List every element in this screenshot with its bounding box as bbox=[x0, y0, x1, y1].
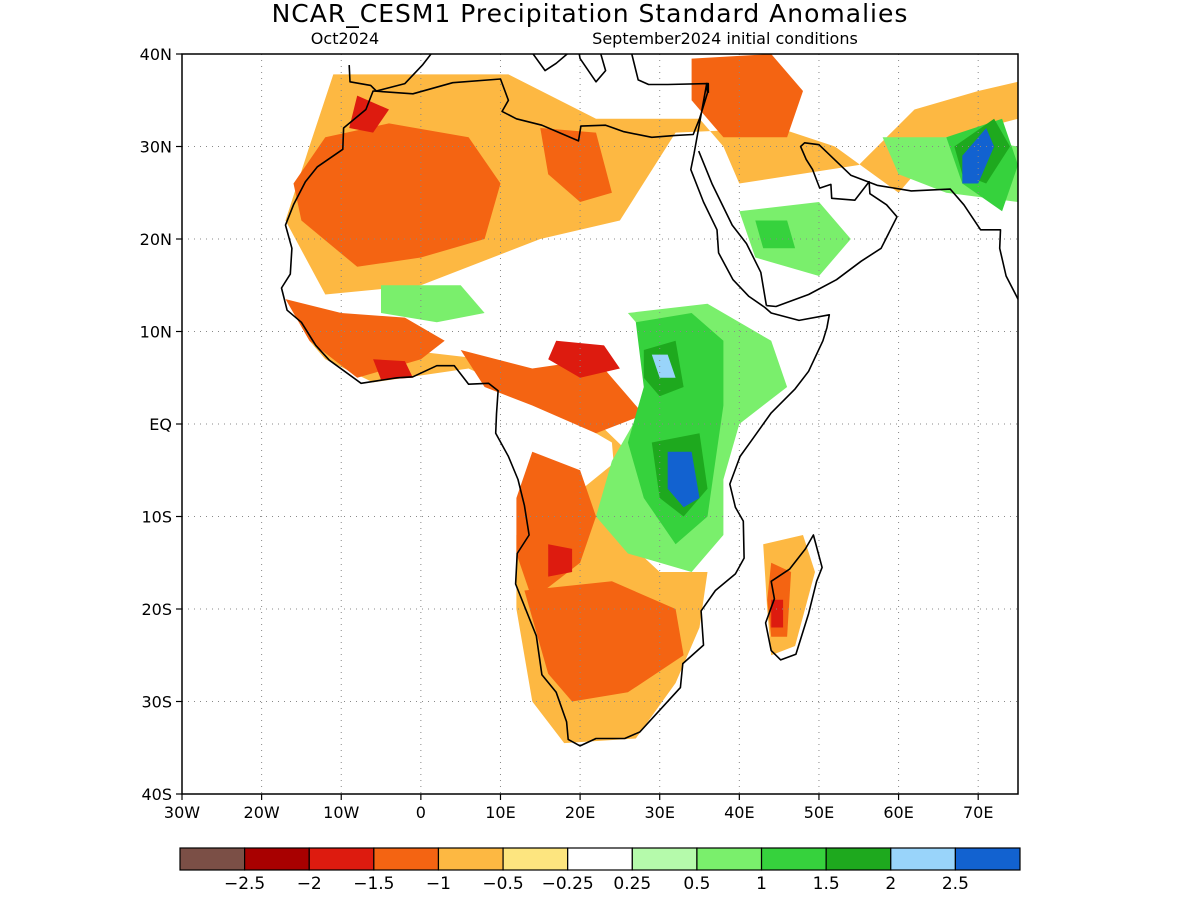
lon-tick-label: 40E bbox=[724, 803, 754, 822]
colorbar-label: −1 bbox=[426, 874, 451, 894]
colorbar bbox=[179, 847, 1021, 871]
colorbar-label: 2 bbox=[885, 874, 896, 894]
africa-coastline bbox=[280, 78, 831, 747]
colorbar-label: −2.5 bbox=[224, 874, 265, 894]
colorbar-label: −0.5 bbox=[482, 874, 523, 894]
lon-tick-label: 60E bbox=[883, 803, 913, 822]
lon-tick-label: 70E bbox=[963, 803, 993, 822]
lon-tick-label: 30W bbox=[164, 803, 200, 822]
lat-tick-label: 30S bbox=[141, 693, 172, 712]
initial-conditions-label: September2024 initial conditions bbox=[592, 29, 858, 48]
colorbar-label: 1 bbox=[756, 874, 767, 894]
colorbar-swatch-4 bbox=[437, 847, 504, 871]
europe-coastline bbox=[348, 54, 710, 93]
lon-tick-label: 50E bbox=[804, 803, 834, 822]
colorbar-swatch-7 bbox=[631, 847, 698, 871]
anomaly-region-27 bbox=[962, 128, 995, 184]
anomaly-region-17 bbox=[381, 285, 485, 323]
anomaly-region-14 bbox=[373, 359, 413, 380]
colorbar-label: 1.5 bbox=[813, 874, 840, 894]
coastlines-layer bbox=[280, 54, 1018, 747]
colorbar-swatch-1 bbox=[244, 847, 310, 871]
colorbar-label: 2.5 bbox=[942, 874, 969, 894]
anomaly-region-26 bbox=[667, 451, 700, 508]
colorbar-swatch-3 bbox=[373, 847, 440, 871]
arabia-asia-coastline bbox=[766, 142, 1018, 308]
anomaly-region-11 bbox=[349, 95, 389, 133]
lon-tick-label: 30E bbox=[644, 803, 674, 822]
anomaly-region-7 bbox=[516, 451, 596, 600]
colorbar-swatch-5 bbox=[502, 847, 569, 871]
lon-tick-label: 20E bbox=[565, 803, 595, 822]
forecast-month-label: Oct2024 bbox=[311, 29, 379, 48]
lat-tick-label: 40N bbox=[140, 45, 172, 64]
colorbar-labels: −2.5 −2 −1.5 −1 −0.5 −0.25 0.25 0.5 1 1.5 2 2.5 bbox=[224, 874, 969, 894]
anomaly-region-4 bbox=[540, 128, 612, 202]
anomaly-region-9 bbox=[691, 54, 803, 138]
colorbar-swatch-0 bbox=[179, 847, 246, 871]
colorbar-swatch-11 bbox=[890, 847, 956, 871]
anomaly-region-13 bbox=[548, 544, 573, 577]
madagascar-coastline bbox=[764, 534, 823, 661]
colorbar-swatch-6 bbox=[567, 847, 633, 871]
colorbar-label: 0.25 bbox=[613, 874, 651, 894]
lon-tick-label: 10W bbox=[323, 803, 359, 822]
lat-tick-label: 30N bbox=[140, 138, 172, 157]
lon-tick-label: 20W bbox=[244, 803, 280, 822]
lat-tick-label: 20S bbox=[141, 600, 172, 619]
anomaly-region-22 bbox=[755, 220, 796, 249]
red-sea-east-coastline bbox=[697, 150, 768, 306]
lon-tick-label: 0 bbox=[416, 803, 426, 822]
colorbar-swatch-8 bbox=[696, 847, 763, 871]
anomaly-region-5 bbox=[285, 299, 445, 378]
lat-tick-label: 40S bbox=[141, 785, 172, 804]
anomaly-region-28 bbox=[651, 354, 676, 378]
lat-tick-label: 10S bbox=[141, 508, 172, 527]
colorbar-swatch-2 bbox=[308, 847, 375, 871]
anomaly-region-15 bbox=[771, 599, 784, 628]
anomaly-region-12 bbox=[548, 340, 620, 378]
anomaly-shading-layer bbox=[285, 54, 1018, 744]
colorbar-swatch-12 bbox=[954, 847, 1021, 871]
colorbar-swatch-10 bbox=[825, 847, 892, 871]
colorbar-label: −2 bbox=[297, 874, 322, 894]
lat-lon-gridlines bbox=[182, 54, 1018, 794]
colorbar-label: −1.5 bbox=[353, 874, 394, 894]
lat-tick-label: EQ bbox=[149, 415, 172, 434]
latitude-axis: 40N 30N 20N 10N EQ 10S 20S 30S 40S bbox=[140, 45, 182, 804]
lon-tick-label: 10E bbox=[485, 803, 515, 822]
colorbar-label: −0.25 bbox=[542, 874, 594, 894]
colorbar-swatch-9 bbox=[760, 847, 827, 871]
map-title: NCAR_CESM1 Precipitation Standard Anomal… bbox=[272, 0, 909, 28]
colorbar-label: 0.5 bbox=[683, 874, 710, 894]
anomaly-region-3 bbox=[293, 123, 501, 267]
lat-tick-label: 20N bbox=[140, 230, 172, 249]
lat-tick-label: 10N bbox=[140, 323, 172, 342]
anomaly-region-8 bbox=[524, 581, 684, 702]
longitude-axis: 30W 20W 10W 0 10E 20E 30E 40E 50E 60E 70E bbox=[164, 794, 993, 822]
